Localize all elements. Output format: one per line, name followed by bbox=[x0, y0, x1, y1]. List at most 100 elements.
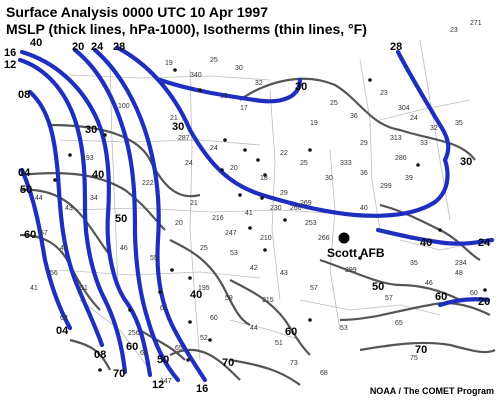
station-value: 32 bbox=[255, 80, 263, 87]
station-value: 57 bbox=[40, 230, 48, 237]
station-value: 100 bbox=[118, 103, 130, 110]
border-line bbox=[59, 139, 261, 146]
border-line bbox=[189, 69, 201, 361]
station-value: 32 bbox=[430, 125, 438, 132]
isobar-label: 24 bbox=[478, 237, 491, 249]
station-dot bbox=[308, 148, 312, 152]
station-value: 19 bbox=[310, 120, 318, 127]
station-value: 73 bbox=[290, 360, 298, 367]
isotherm-70-east bbox=[359, 341, 496, 354]
station-value: 25 bbox=[200, 245, 208, 252]
station-value: 29 bbox=[280, 190, 288, 197]
station-value: 22 bbox=[280, 150, 288, 157]
station-value: 215 bbox=[262, 297, 274, 304]
station-dot bbox=[188, 276, 192, 280]
station-value: 20 bbox=[175, 220, 183, 227]
station-dot bbox=[416, 163, 420, 167]
station-dot bbox=[158, 290, 162, 294]
isotherm-label: 50 bbox=[115, 213, 127, 225]
station-value: 230 bbox=[270, 205, 282, 212]
station-value: 269 bbox=[300, 200, 312, 207]
isotherm-30 bbox=[49, 123, 201, 198]
station-value: 19 bbox=[165, 60, 173, 67]
isobars bbox=[17, 45, 495, 383]
station-value: 24 bbox=[210, 145, 218, 152]
border-line bbox=[69, 74, 271, 81]
station-value: 60 bbox=[470, 290, 478, 297]
station-dot bbox=[260, 196, 264, 200]
station-value: 41 bbox=[30, 285, 38, 292]
station-value: 210 bbox=[260, 235, 272, 242]
station-value: 69 bbox=[140, 350, 148, 357]
isotherm-40-west bbox=[19, 172, 166, 231]
station-dot bbox=[283, 218, 287, 222]
isobar-30-loop bbox=[157, 77, 303, 104]
station-value: 25 bbox=[330, 100, 338, 107]
isobar-label: 16 bbox=[196, 383, 208, 395]
station-value: 299 bbox=[380, 183, 392, 190]
station-dot bbox=[263, 248, 267, 252]
isotherm-label: 60 bbox=[285, 326, 297, 338]
border-line bbox=[329, 149, 341, 331]
station-value: 24 bbox=[185, 160, 193, 167]
scott-afb-marker bbox=[338, 232, 350, 244]
station-value: 256 bbox=[128, 330, 140, 337]
station-dot bbox=[173, 68, 177, 72]
isobar-28 bbox=[115, 45, 450, 218]
border-line bbox=[299, 299, 441, 316]
isotherm-label: 50 bbox=[20, 184, 32, 196]
station-value: 24 bbox=[410, 115, 418, 122]
station-value: 36 bbox=[350, 113, 358, 120]
station-value: 55 bbox=[150, 255, 158, 262]
station-dots bbox=[53, 68, 487, 372]
station-dot bbox=[208, 338, 212, 342]
isobar-16-west bbox=[19, 49, 153, 378]
isotherm-labels: 30 30 30 40 50 60 50 40 60 50 50 60 70 7… bbox=[20, 81, 472, 380]
isobar-label: 20 bbox=[72, 41, 84, 53]
map-title-block: Surface Analysis 0000 UTC 10 Apr 1997 MS… bbox=[6, 4, 367, 38]
station-dot bbox=[170, 268, 174, 272]
station-value: 52 bbox=[200, 335, 208, 342]
station-dot bbox=[128, 308, 132, 312]
isobar-20-east bbox=[437, 297, 491, 308]
border-line bbox=[359, 59, 381, 231]
station-value: 333 bbox=[340, 160, 352, 167]
station-value: 25 bbox=[300, 160, 308, 167]
isobar-label: 12 bbox=[152, 379, 164, 391]
station-value: 36 bbox=[360, 170, 368, 177]
station-value: 17 bbox=[240, 105, 248, 112]
station-dot bbox=[256, 158, 260, 162]
isotherm-label: 40 bbox=[420, 237, 432, 249]
station-dot bbox=[238, 193, 242, 197]
station-plots: 19 25 271 23 30 32 340 19 17 25 36 23 19… bbox=[30, 20, 482, 385]
isobar-12-west bbox=[17, 57, 128, 375]
station-value: 287 bbox=[178, 135, 190, 142]
station-dot bbox=[248, 226, 252, 230]
isotherm-label: 70 bbox=[415, 344, 427, 356]
isotherm-label: 30 bbox=[85, 124, 97, 136]
isobar-label: 28 bbox=[390, 41, 402, 53]
station-value: 21 bbox=[190, 200, 198, 207]
isotherm-label: 60 bbox=[24, 229, 36, 241]
isotherm-label: 70 bbox=[113, 368, 125, 380]
station-dot bbox=[53, 178, 57, 182]
isobar-label: 04 bbox=[18, 167, 31, 179]
station-value: 35 bbox=[455, 120, 463, 127]
station-value: 68 bbox=[320, 370, 328, 377]
isobar-08 bbox=[27, 89, 105, 348]
isotherm-70-sw bbox=[69, 338, 111, 371]
station-value: 53 bbox=[230, 250, 238, 257]
border-line bbox=[269, 89, 281, 301]
isobar-28-east bbox=[395, 49, 451, 163]
station-value: 53 bbox=[340, 325, 348, 332]
isobar-label: 12 bbox=[4, 59, 16, 71]
station-dot bbox=[368, 78, 372, 82]
station-value: 75 bbox=[410, 355, 418, 362]
isotherm-40-central bbox=[169, 239, 251, 326]
station-value: 68 bbox=[60, 315, 68, 322]
station-value: 46 bbox=[120, 245, 128, 252]
isotherm-60-east bbox=[339, 301, 491, 322]
station-dot bbox=[68, 153, 72, 157]
